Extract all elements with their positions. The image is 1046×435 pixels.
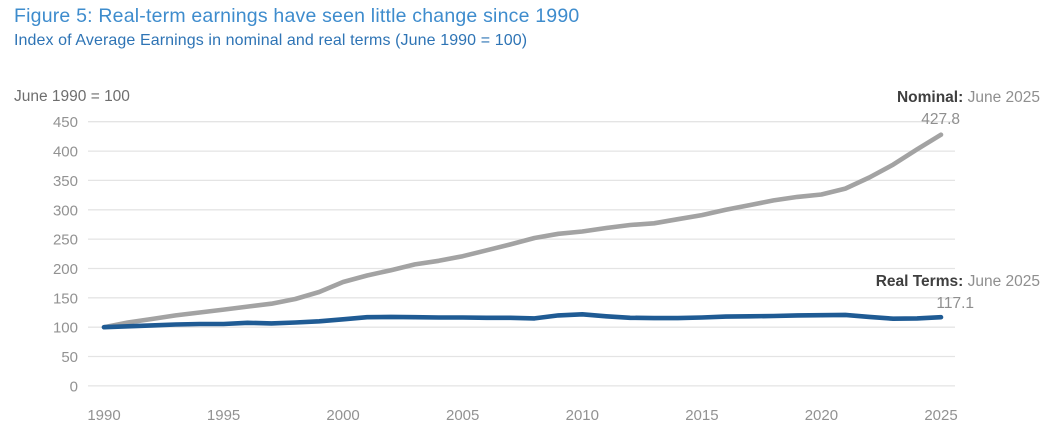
x-tick-label-2025: 2025	[924, 407, 957, 424]
nominal-annotation-date: June 2025	[967, 89, 1040, 106]
y-tick-label-0: 0	[70, 378, 78, 395]
figure-subtitle: Index of Average Earnings in nominal and…	[14, 32, 528, 49]
y-tick-label-300: 300	[53, 202, 78, 219]
x-tick-label-2015: 2015	[685, 407, 718, 424]
y-tick-label-350: 350	[53, 173, 78, 190]
x-tick-label-1995: 1995	[207, 407, 240, 424]
nominal-annotation: Nominal: June 2025 427.8	[780, 87, 1040, 131]
y-tick-label-400: 400	[53, 144, 78, 161]
x-tick-label-2005: 2005	[446, 407, 479, 424]
real-terms-annotation-date: June 2025	[967, 273, 1040, 290]
x-tick-label-2020: 2020	[805, 407, 838, 424]
x-tick-label-2000: 2000	[326, 407, 359, 424]
y-tick-label-450: 450	[53, 114, 78, 131]
y-tick-label-150: 150	[53, 290, 78, 307]
real-terms-annotation-line1: Real Terms: June 2025	[780, 271, 1040, 293]
real-terms-line	[101, 311, 944, 330]
real-terms-annotation: Real Terms: June 2025 117.1	[780, 271, 1040, 315]
nominal-annotation-label: Nominal:	[896, 89, 964, 106]
y-axis-title: June 1990 = 100	[14, 88, 130, 105]
x-tick-label-1990: 1990	[87, 407, 120, 424]
figure-title: Figure 5: Real-term earnings have seen l…	[14, 5, 580, 27]
x-tick-label-2010: 2010	[566, 407, 599, 424]
y-tick-label-250: 250	[53, 232, 78, 249]
nominal-annotation-line1: Nominal: June 2025	[780, 87, 1040, 109]
y-tick-label-200: 200	[53, 261, 78, 278]
y-tick-label-50: 50	[61, 349, 78, 366]
real-terms-annotation-label: Real Terms:	[875, 273, 964, 290]
real-terms-annotation-value: 117.1	[936, 295, 974, 312]
nominal-annotation-value: 427.8	[921, 111, 960, 128]
nominal-line	[101, 132, 944, 330]
y-tick-label-100: 100	[53, 320, 78, 337]
